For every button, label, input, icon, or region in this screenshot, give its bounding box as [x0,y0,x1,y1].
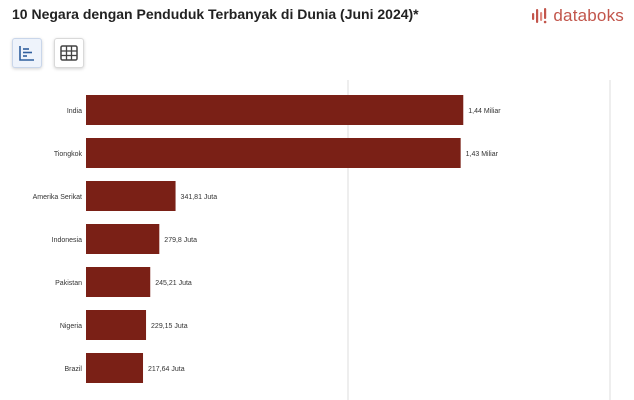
category-label: Nigeria [60,323,82,330]
population-bar-chart: India 1,44 Miliar Tiongkok 1,43 Miliar Ameri… [0,80,634,400]
brand-name: databoks [553,6,624,25]
category-label: India [67,108,82,115]
bar-chart-icon [19,46,34,61]
category-label: Amerika Serikat [33,194,82,201]
value-label: 217,64 Juta [148,366,185,373]
databoks-logo-icon [532,8,547,24]
bar[interactable] [86,310,147,340]
category-label: Indonesia [52,237,82,244]
chart-header: 10 Negara dengan Penduduk Terbanyak di D… [0,0,634,34]
category-label: Pakistan [55,280,82,287]
bar[interactable] [86,138,461,168]
bar[interactable] [86,267,151,297]
table-view-button[interactable] [54,38,84,68]
value-label: 341,81 Juta [181,194,218,201]
chart-title: 10 Negara dengan Penduduk Terbanyak di D… [12,6,419,22]
value-label: 1,44 Miliar [468,108,501,115]
chart-view-button[interactable] [12,38,42,68]
table-grid-icon [60,45,78,61]
value-label: 1,43 Miliar [466,151,499,158]
bar[interactable] [86,95,464,125]
bar[interactable] [86,224,160,254]
bar[interactable] [86,353,144,383]
bar[interactable] [86,181,176,211]
databoks-logo[interactable]: databoks [531,4,624,28]
value-label: 229,15 Juta [151,323,188,330]
value-label: 245,21 Juta [155,280,192,287]
value-label: 279,8 Juta [164,237,197,244]
category-label: Tiongkok [54,151,83,158]
category-label: Brazil [64,366,82,373]
chart-canvas: India 1,44 Miliar Tiongkok 1,43 Miliar Ameri… [33,80,611,400]
